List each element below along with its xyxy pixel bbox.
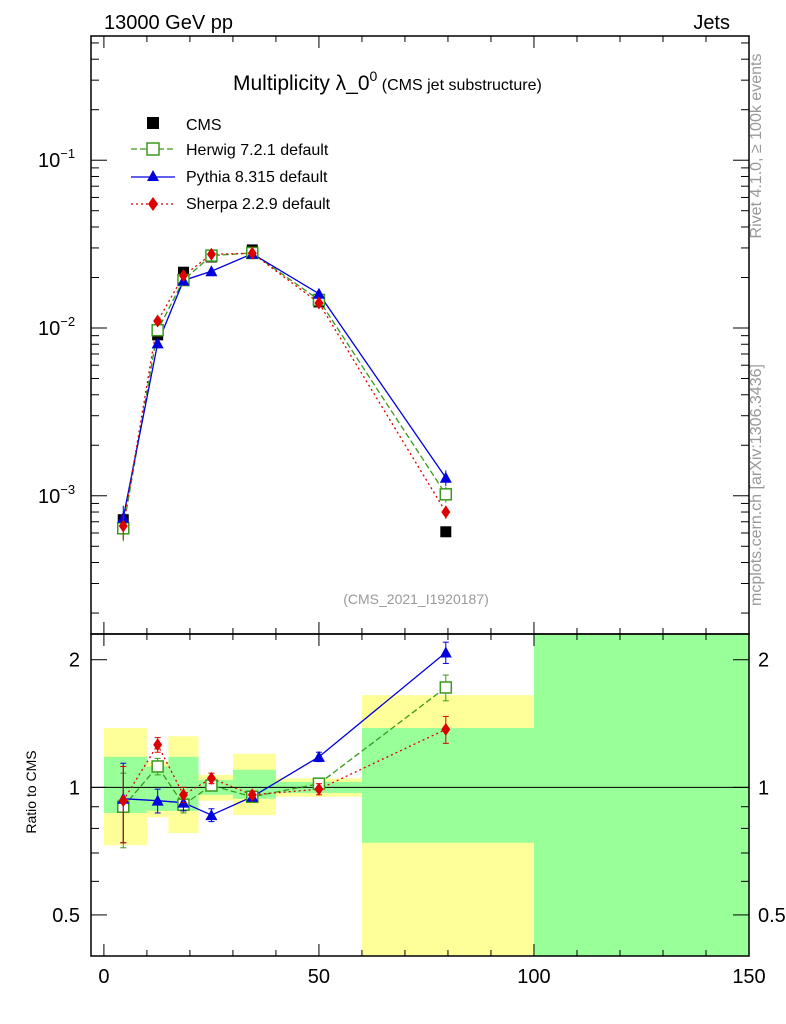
ratio-panel-marks <box>117 641 453 849</box>
legend-herwig-marker <box>146 142 160 156</box>
ratio-marker-2-6 <box>441 722 451 736</box>
ratio-marker-1-6 <box>439 646 452 658</box>
x-tick-label-0: 0 <box>98 966 109 988</box>
ratio-marker-2-2 <box>178 788 188 802</box>
ratio-band-green-7 <box>533 634 749 956</box>
ratio-tick-label-left-1: 1 <box>69 777 80 799</box>
x-tick-label-150: 150 <box>732 966 765 988</box>
chart-title-main: Multiplicity λ_0 <box>233 72 370 95</box>
ratio-axis-label: Ratio to CMS <box>23 750 39 833</box>
main-marker-1-1 <box>151 337 164 349</box>
main-marker-2-1 <box>153 314 163 328</box>
y-tick-label-main-0: 10−1 <box>38 146 75 172</box>
ratio-tick-label-left-2: 2 <box>69 650 80 672</box>
ratio-marker-2-1 <box>153 738 163 752</box>
ratio-marker-0-6 <box>439 681 453 694</box>
main-marker-2-4 <box>247 246 257 260</box>
main-marker-2-6 <box>441 505 451 519</box>
ratio-marker-2-3 <box>206 771 216 785</box>
ratio-tick-label-right-0: 0.5 <box>758 905 786 927</box>
ratio-tick-label-right-1: 1 <box>758 777 769 799</box>
axis-ticks <box>91 36 750 956</box>
tick-labels: 0 50 100 150 10−1 10−2 10−3 0.5 0.5 1 1 2 2 <box>38 146 786 988</box>
ratio-marker-2-4 <box>247 788 257 802</box>
ratio-marker-1-5 <box>312 750 325 762</box>
main-marker-1-3 <box>205 265 218 277</box>
main-marker-1-6 <box>439 471 452 483</box>
legend: CMS Herwig 7.2.1 default Pythia 8.315 de… <box>131 117 331 213</box>
chart-title: Multiplicity λ_00 (CMS jet substructure) <box>233 68 542 95</box>
x-tick-label-100: 100 <box>517 966 550 988</box>
legend-pythia-label: Pythia 8.315 default <box>186 169 328 186</box>
ratio-marker-0-1 <box>151 760 164 773</box>
ratio-marker-2-5 <box>314 782 324 796</box>
main-marker-2-0 <box>118 519 128 533</box>
ratio-band-green-6 <box>361 728 534 843</box>
y-tick-label-main-1: 10−2 <box>38 314 75 340</box>
main-marker-2-2 <box>178 269 188 283</box>
legend-cms-marker <box>147 117 159 129</box>
x-tick-label-50: 50 <box>308 966 330 988</box>
main-marker-0-6 <box>439 488 453 501</box>
main-line-2 <box>122 252 447 527</box>
ratio-marker-1-3 <box>205 809 218 821</box>
main-marker-2-5 <box>314 296 324 310</box>
legend-pythia-marker <box>147 170 159 181</box>
ratio-uncertainty-bands <box>103 634 749 956</box>
ratio-marker-2-0 <box>118 794 128 808</box>
cms-data-point-6 <box>440 526 452 538</box>
chart-title-subtitle: (CMS jet substructure) <box>377 77 541 94</box>
ratio-tick-label-left-0: 0.5 <box>52 905 80 927</box>
rivet-version-label: Rivet 4.1.0, ≥ 100k events <box>748 54 765 239</box>
ratio-panel-frame <box>90 633 750 957</box>
legend-cms-label: CMS <box>186 117 222 134</box>
y-tick-label-main-2: 10−3 <box>38 482 75 508</box>
chart-title-superscript: 0 <box>370 68 378 84</box>
legend-herwig-label: Herwig 7.2.1 default <box>186 142 329 159</box>
header-right: Jets <box>693 12 730 34</box>
mcplots-reference-label: mcplots.cern.ch [arXiv:1306.3436] <box>748 364 765 606</box>
main-line-1 <box>122 253 447 518</box>
main-marker-2-3 <box>206 247 216 261</box>
main-marker-1-5 <box>312 287 325 299</box>
analysis-watermark: (CMS_2021_I1920187) <box>343 591 489 607</box>
header-left: 13000 GeV pp <box>104 12 233 34</box>
main-panel-marks <box>117 244 453 542</box>
ratio-marker-1-1 <box>151 794 164 806</box>
main-line-0 <box>122 252 447 529</box>
legend-sherpa-marker <box>148 197 158 211</box>
ratio-tick-label-right-2: 2 <box>758 650 769 672</box>
legend-sherpa-label: Sherpa 2.2.9 default <box>186 196 331 213</box>
